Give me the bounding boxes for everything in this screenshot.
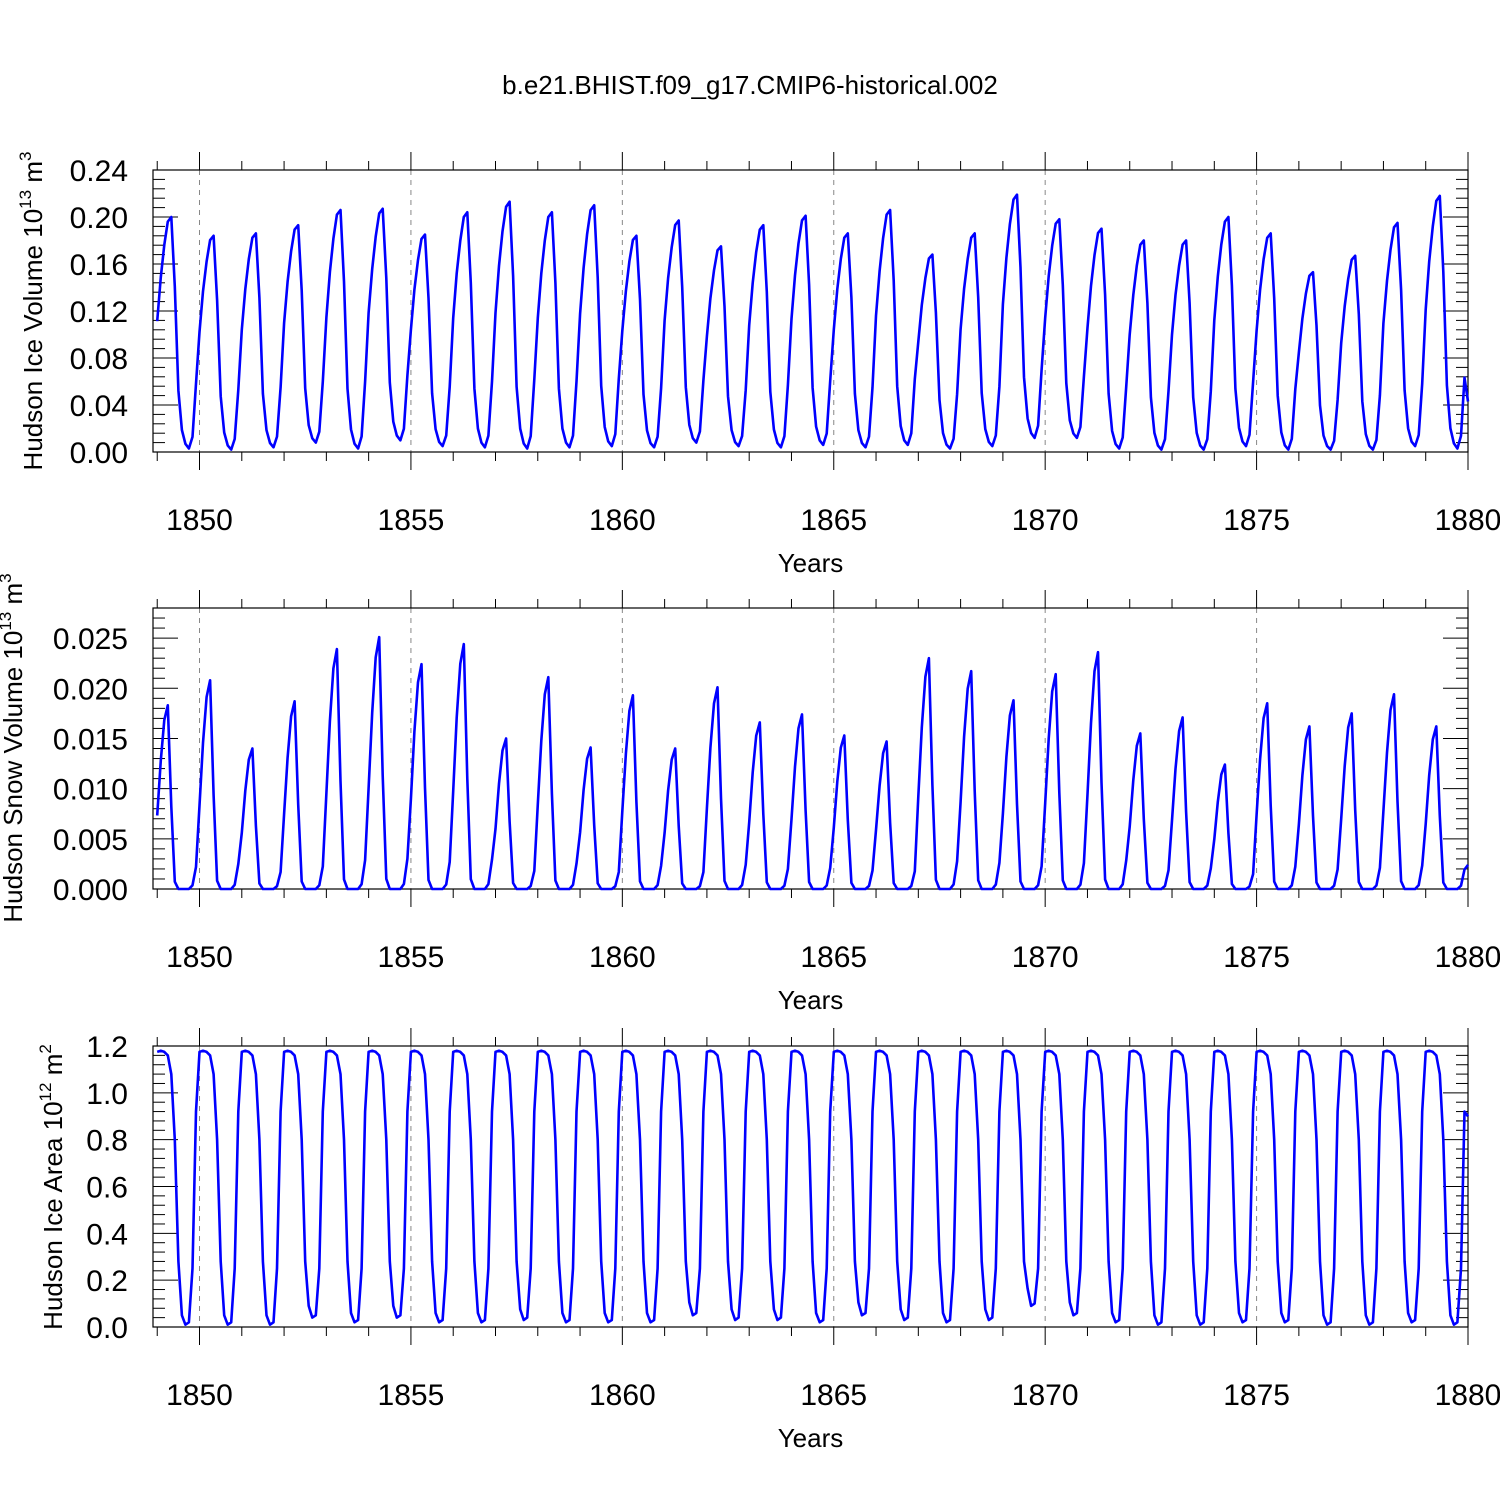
x-tick-label-1860: 1860 [589,1379,656,1412]
x-tick-label-1855: 1855 [378,941,445,974]
y-tick-label: 0.0 [86,1312,128,1345]
y-tick-label: 0.015 [53,723,128,756]
y-tick-label: 0.005 [53,824,128,857]
y-tick-label: 1.2 [86,1031,128,1064]
y-tick-label: 0.12 [70,296,128,329]
y-tick-label: 1.0 [86,1078,128,1111]
y-tick-label: 0.2 [86,1265,128,1298]
x-tick-label-1855: 1855 [378,504,445,537]
x-tick-label-1880: 1880 [1435,1379,1500,1412]
x-tick-label-1865: 1865 [800,941,867,974]
y-tick-label: 0.24 [70,155,128,188]
y-axis-label: Hudson Ice Area 1012 m2 [36,1044,68,1330]
panel-snow-volume: 0.000 0.005 0.010 0.015 0.020 0.025 1850 1855 18… [0,573,1500,1015]
y-tick-label: 0.000 [53,874,128,907]
x-tick-label-1875: 1875 [1223,504,1290,537]
x-tick-label-1860: 1860 [589,941,656,974]
panel-ice-volume: 0.00 0.04 0.08 0.12 0.16 0.20 0.24 1850 1855 1860… [16,152,1500,578]
panel-ice-area: 0.0 0.2 0.4 0.6 0.8 1.0 1.2 1850 1855 1860 1865 187… [36,1028,1500,1453]
y-tick-label: 0.08 [70,343,128,376]
y-tick-label: 0.04 [70,390,128,423]
y-axis-label: Hudson Ice Volume 1013 m3 [16,152,48,471]
y-tick-label: 0.20 [70,202,128,235]
x-tick-label-1865: 1865 [800,504,867,537]
x-tick-label-1850: 1850 [166,504,233,537]
x-tick-label-1875: 1875 [1223,941,1290,974]
x-tick-label-1850: 1850 [166,941,233,974]
x-tick-label-1875: 1875 [1223,1379,1290,1412]
y-tick-label: 0.010 [53,774,128,807]
x-tick-label-1850: 1850 [166,1379,233,1412]
y-tick-label: 0.00 [70,437,128,470]
series-line-ice-area [156,1049,1470,1326]
x-tick-label-1870: 1870 [1012,1379,1079,1412]
x-axis-label: Years [778,1423,844,1453]
y-tick-label: 0.4 [86,1218,128,1251]
x-tick-label-1870: 1870 [1012,941,1079,974]
y-axis-label: Hudson Snow Volume 1013 m3 [0,573,28,922]
x-tick-label-1860: 1860 [589,504,656,537]
series-line-snow-volume [155,635,1470,891]
x-tick-label-1870: 1870 [1012,504,1079,537]
series-line-ice-volume [155,193,1470,451]
figure-title: b.e21.BHIST.f09_g17.CMIP6-historical.002 [502,70,998,100]
x-tick-label-1865: 1865 [800,1379,867,1412]
x-tick-label-1880: 1880 [1435,504,1500,537]
y-tick-label: 0.020 [53,673,128,706]
plot-frame [152,607,1469,890]
y-tick-label: 0.6 [86,1172,128,1205]
x-axis-label: Years [778,985,844,1015]
y-tick-label: 0.8 [86,1125,128,1158]
y-tick-label: 0.16 [70,249,128,282]
x-tick-label-1880: 1880 [1435,941,1500,974]
y-tick-label: 0.025 [53,623,128,656]
x-tick-label-1855: 1855 [378,1379,445,1412]
x-axis-label: Years [778,548,844,578]
